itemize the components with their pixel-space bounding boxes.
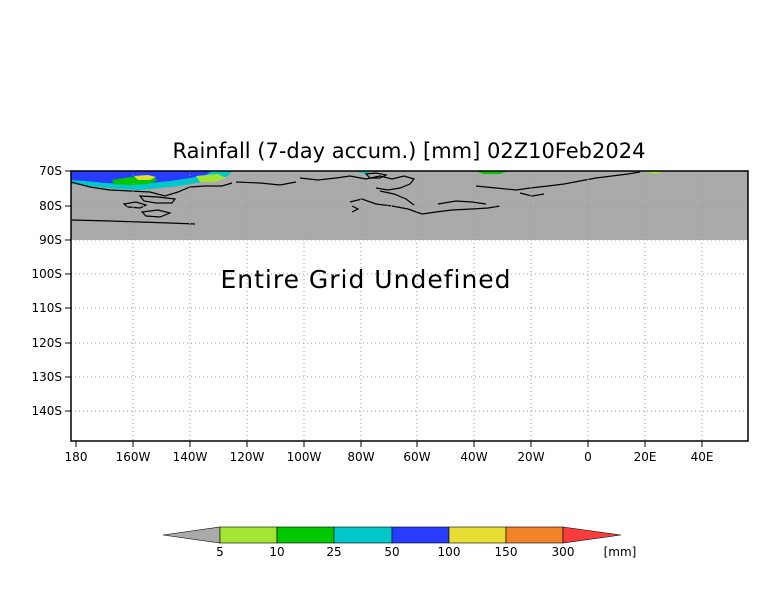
colorbar-over-arrow	[562, 526, 622, 544]
colorbar: 5 10 25 50 100 150 300 [mm]	[162, 526, 637, 559]
colorbar-label: 300	[552, 545, 575, 559]
colorbar-label: 50	[384, 545, 399, 559]
colorbar-label: 5	[216, 545, 224, 559]
lon-label: 180	[65, 450, 88, 464]
lon-label: 0	[584, 450, 592, 464]
lon-label: 80W	[347, 450, 374, 464]
colorbar-segment	[391, 526, 450, 544]
colorbar-segment	[448, 526, 507, 544]
lat-label: 110S	[31, 301, 62, 315]
lon-label: 60W	[403, 450, 430, 464]
colorbar-unit: [mm]	[604, 545, 637, 559]
map-frame	[70, 170, 749, 442]
colorbar-label: 10	[269, 545, 284, 559]
lon-label: 120W	[230, 450, 265, 464]
lon-label: 20E	[634, 450, 657, 464]
longitude-axis: 180 160W 140W 120W 100W 80W 60W 40W 20W …	[65, 441, 714, 464]
colorbar-segment	[219, 526, 278, 544]
lat-label: 80S	[39, 199, 62, 213]
lon-label: 20W	[517, 450, 544, 464]
colorbar-label: 25	[326, 545, 341, 559]
map-title: Rainfall (7-day accum.) [mm] 02Z10Feb202…	[173, 139, 646, 163]
map-grid	[71, 171, 748, 441]
lon-label: 160W	[116, 450, 151, 464]
lat-label: 70S	[39, 164, 62, 178]
colorbar-under-arrow	[162, 526, 221, 544]
latitude-axis: 70S 80S 90S 100S 110S 120S 130S 140S	[31, 164, 71, 418]
lat-label: 100S	[31, 267, 62, 281]
lon-label: 40E	[691, 450, 714, 464]
undefined-grid-message: Entire Grid Undefined	[220, 265, 511, 294]
lon-label: 100W	[287, 450, 322, 464]
colorbar-segment	[505, 526, 564, 544]
colorbar-segment	[333, 526, 393, 544]
map-panel: Entire Grid Undefined	[70, 170, 749, 442]
colorbar-segment	[276, 526, 335, 544]
lat-label: 130S	[31, 370, 62, 384]
colorbar-label: 100	[438, 545, 461, 559]
lat-label: 140S	[31, 404, 62, 418]
lon-label: 40W	[460, 450, 487, 464]
lat-label: 90S	[39, 233, 62, 247]
colorbar-label: 150	[495, 545, 518, 559]
lat-label: 120S	[31, 336, 62, 350]
lon-label: 140W	[173, 450, 208, 464]
